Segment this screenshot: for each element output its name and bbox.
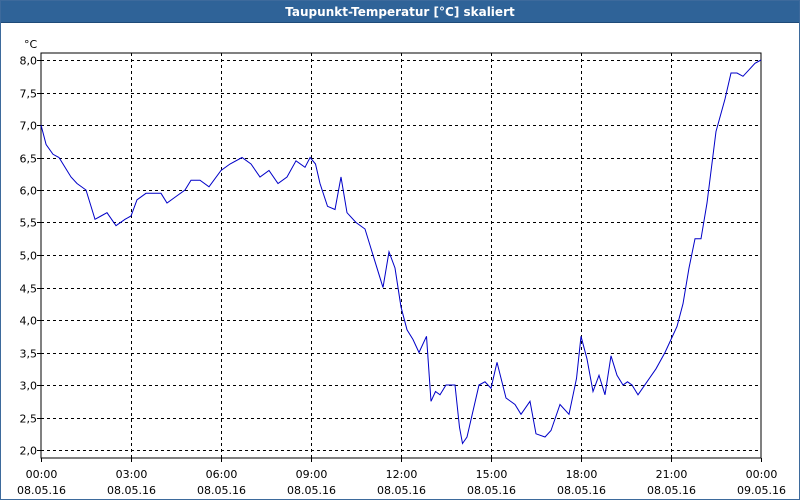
y-tick-label: 6,5 (20, 153, 38, 166)
x-tick-time-label: 06:00 (206, 468, 238, 481)
x-tick-time-label: 21:00 (656, 468, 688, 481)
x-tick-date-label: 08.05.16 (287, 484, 336, 497)
window-title: Taupunkt-Temperatur [°C] skaliert (1, 1, 799, 23)
y-tick-label: 5,5 (20, 217, 38, 230)
series-group (40, 59, 762, 445)
y-tick-label: 2,0 (20, 445, 38, 458)
x-tick-date-label: 08.05.16 (647, 484, 696, 497)
plot-frame (40, 52, 762, 459)
x-tick-date-label: 08.05.16 (467, 484, 516, 497)
x-tick-time-label: 12:00 (386, 468, 418, 481)
y-tick-label: 4,0 (20, 315, 38, 328)
x-axis-ticks: 00:00 08.05.16 03:00 08.05.16 06:00 08.05.16 0… (17, 458, 786, 497)
x-tick-date-label: 08.05.16 (197, 484, 246, 497)
x-tick-time-label: 15:00 (476, 468, 508, 481)
x-tick-time-label: 18:00 (566, 468, 598, 481)
x-tick-date-label: 08.05.16 (107, 484, 156, 497)
y-axis-unit: °C (24, 38, 38, 51)
dewpoint-series-line (40, 59, 762, 445)
x-tick-date-label: 08.05.16 (17, 484, 66, 497)
y-tick-label: 6,0 (20, 185, 38, 198)
y-tick-label: 7,0 (20, 120, 38, 133)
y-tick-label: 3,0 (20, 380, 38, 393)
x-tick-time-label: 00:00 (26, 468, 58, 481)
y-tick-label: 7,5 (20, 88, 38, 101)
grid-lines (41, 53, 761, 458)
x-tick-date-label: 08.05.16 (557, 484, 606, 497)
y-tick-label: 4,5 (20, 283, 38, 296)
y-axis-ticks: 8,0 7,5 7,0 6,5 6,0 5,5 5,0 4,5 4,0 3,5 3,0 2,5 2,0 (20, 55, 41, 458)
y-tick-label: 5,0 (20, 250, 38, 263)
x-tick-time-label: 03:00 (116, 468, 148, 481)
x-tick-time-label: 09:00 (296, 468, 328, 481)
y-tick-label: 3,5 (20, 348, 38, 361)
x-tick-date-label: 09.05.16 (737, 484, 786, 497)
x-tick-date-label: 08.05.16 (377, 484, 426, 497)
y-tick-label: 2,5 (20, 413, 38, 426)
x-tick-time-label: 00:00 (746, 468, 778, 481)
y-tick-label: 8,0 (20, 55, 38, 68)
